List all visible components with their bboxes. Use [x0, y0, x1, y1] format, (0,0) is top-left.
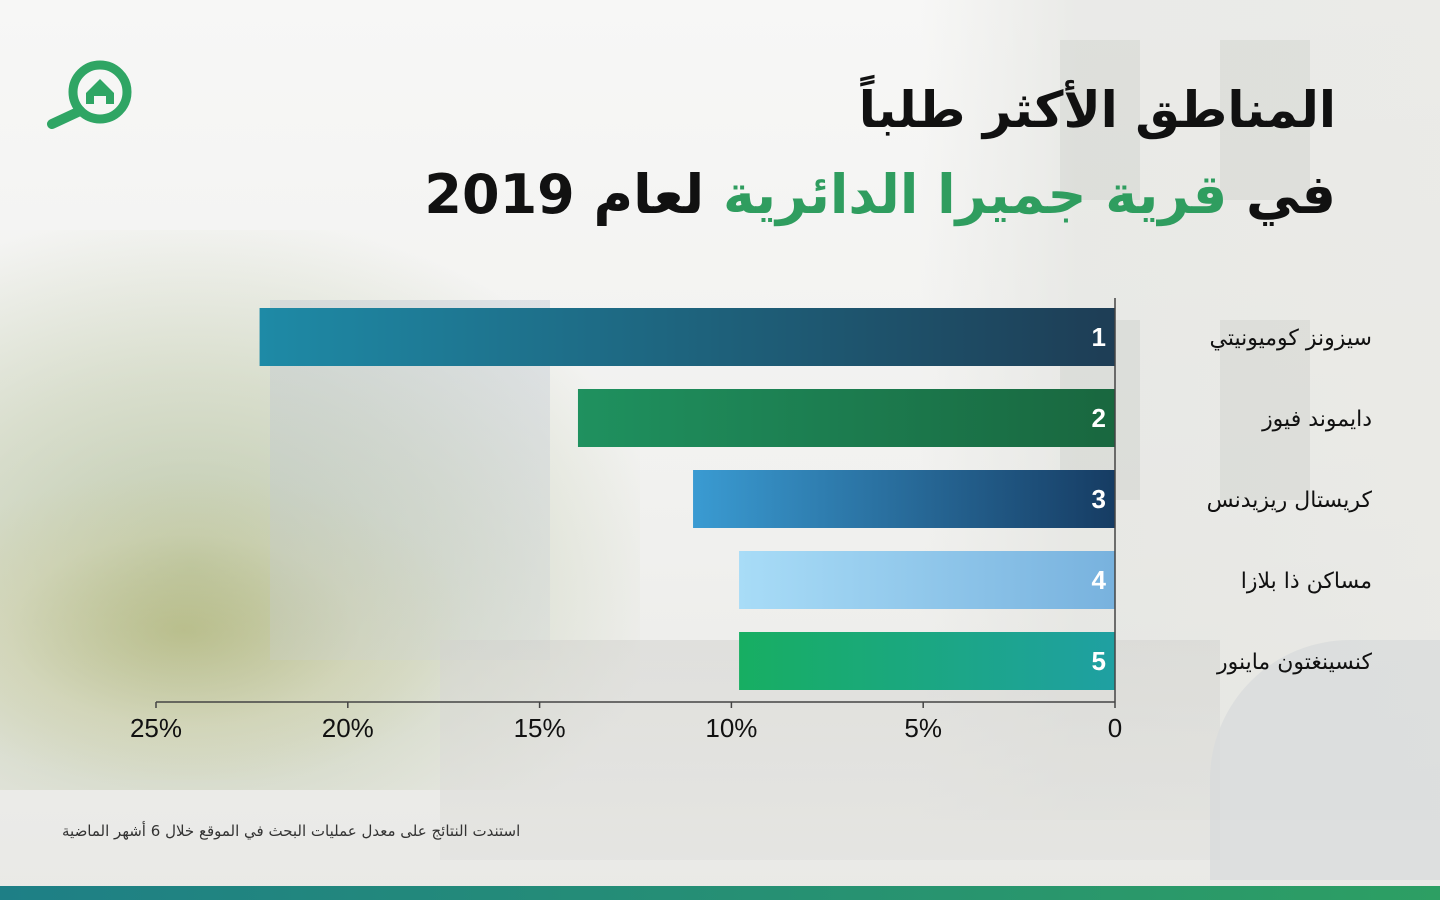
bottom-accent-bar: [0, 886, 1440, 900]
x-tick-label: 10%: [705, 713, 757, 743]
bar-1: [259, 308, 1115, 366]
bar-4: [739, 551, 1115, 609]
x-tick-label: 20%: [322, 713, 374, 743]
bar-rank-label: 3: [1092, 484, 1106, 514]
bar-2: [577, 389, 1115, 447]
bar-3: [693, 470, 1115, 528]
title-prefix: في: [1246, 163, 1336, 226]
title-suffix: لعام 2019: [424, 163, 705, 226]
bar-chart: 1 2 3 4 5 0 5% 10% 15% 20% 25% سيزونز كوميونيتي دا…: [130, 298, 1373, 743]
category-label: كريستال ريزيدنس: [1207, 488, 1373, 513]
background-window: [1220, 40, 1310, 200]
bar-rank-label: 4: [1092, 565, 1107, 595]
bar-rank-label: 1: [1092, 322, 1106, 352]
footnote: استندت النتائج على معدل عمليات البحث في …: [62, 822, 521, 840]
bar-rank-label: 2: [1092, 403, 1106, 433]
background-window: [1220, 320, 1310, 500]
title-highlight: قرية جميرا الدائرية: [722, 163, 1228, 226]
category-label: دايموند فيوز: [1261, 407, 1372, 432]
title-line-2: في قرية جميرا الدائرية لعام 2019: [424, 160, 1336, 230]
background-window: [1060, 40, 1140, 200]
x-tick-label: 5%: [904, 713, 942, 743]
category-label: مساكن ذا بلازا: [1241, 569, 1372, 594]
category-label: كنسينغتون ماينور: [1216, 650, 1373, 675]
x-tick-label: 15%: [514, 713, 566, 743]
house-search-icon: [47, 60, 132, 129]
x-tick-label: 25%: [130, 713, 182, 743]
background-shrubs: [0, 480, 460, 780]
category-label: سيزونز كوميونيتي: [1210, 326, 1372, 351]
x-tick-label: 0: [1108, 713, 1122, 743]
bar-5: [739, 632, 1115, 690]
bar-rank-label: 5: [1092, 646, 1106, 676]
title-line-1: المناطق الأكثر طلباً: [858, 81, 1336, 139]
